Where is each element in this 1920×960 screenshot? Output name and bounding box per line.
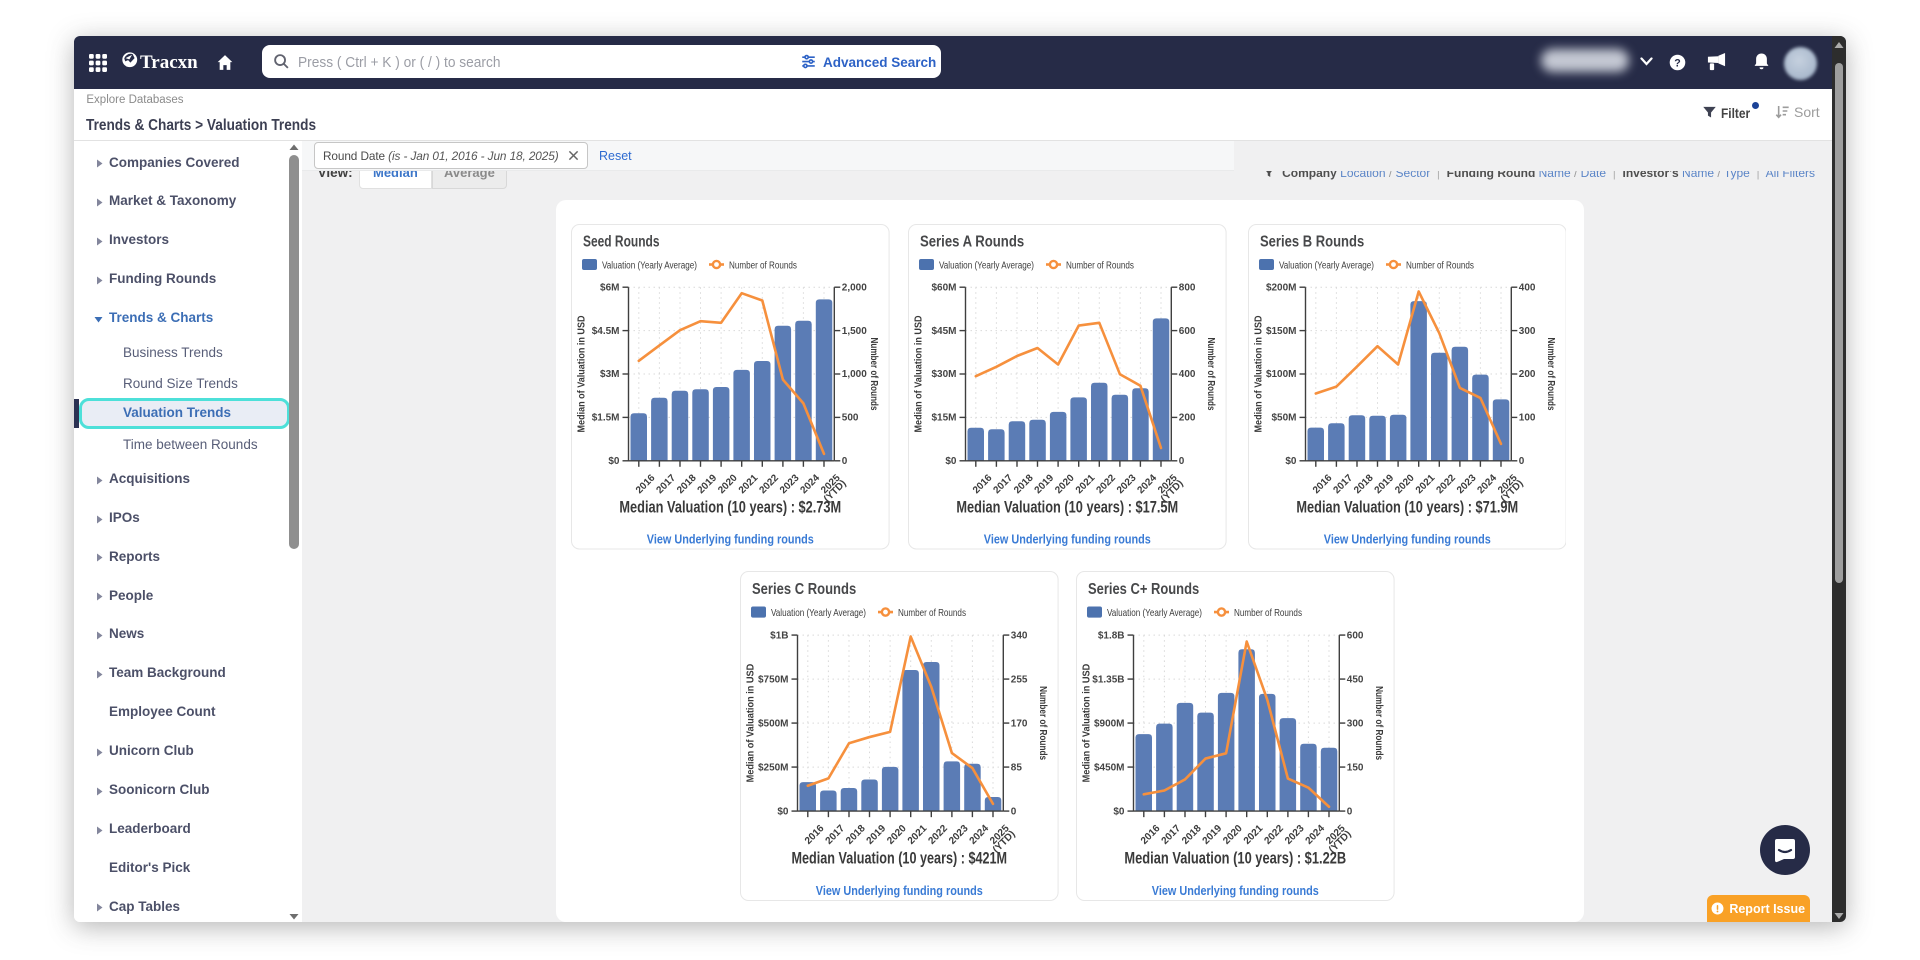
svg-text:$30M: $30M: [932, 369, 957, 380]
svg-text:Number of Rounds: Number of Rounds: [868, 338, 879, 411]
svg-text:Median of Valuation in USD: Median of Valuation in USD: [1082, 664, 1093, 783]
svg-text:View Underlying funding rounds: View Underlying funding rounds: [647, 532, 814, 547]
svg-text:Number of Rounds: Number of Rounds: [1066, 261, 1134, 272]
svg-text:$6M: $6M: [600, 283, 619, 294]
svg-text:1,000: 1,000: [842, 369, 867, 380]
svg-text:Number of Rounds: Number of Rounds: [1234, 608, 1302, 619]
svg-text:500: 500: [842, 413, 859, 424]
svg-text:0: 0: [1518, 456, 1524, 467]
svg-text:Median of Valuation in USD: Median of Valuation in USD: [577, 316, 588, 433]
svg-text:400: 400: [1179, 369, 1196, 380]
svg-text:Number of Rounds: Number of Rounds: [729, 261, 797, 272]
svg-text:$15M: $15M: [932, 413, 957, 424]
svg-text:100: 100: [1518, 413, 1535, 424]
svg-text:400: 400: [1518, 283, 1535, 294]
svg-text:340: 340: [1011, 630, 1028, 641]
svg-text:Number of Rounds: Number of Rounds: [1037, 686, 1048, 760]
svg-text:$0: $0: [946, 456, 958, 467]
svg-text:$1B: $1B: [770, 630, 788, 641]
svg-text:1,500: 1,500: [842, 326, 867, 337]
svg-text:Number of Rounds: Number of Rounds: [898, 608, 966, 619]
svg-text:Median of Valuation in USD: Median of Valuation in USD: [746, 664, 757, 783]
svg-text:255: 255: [1011, 674, 1028, 685]
svg-text:$500M: $500M: [758, 718, 789, 729]
svg-text:Valuation (Yearly Average): Valuation (Yearly Average): [771, 608, 866, 619]
svg-text:Number of Rounds: Number of Rounds: [1205, 338, 1216, 411]
svg-text:$1.35B: $1.35B: [1093, 674, 1125, 685]
svg-text:$0: $0: [778, 806, 790, 817]
svg-text:Median of Valuation in USD: Median of Valuation in USD: [914, 316, 925, 433]
svg-text:200: 200: [1179, 413, 1196, 424]
svg-text:600: 600: [1179, 326, 1196, 337]
svg-text:0: 0: [842, 456, 848, 467]
svg-text:$50M: $50M: [1271, 413, 1296, 424]
svg-text:Median Valuation (10 years) :: Median Valuation (10 years) : $1.22B: [1125, 848, 1347, 867]
svg-text:450: 450: [1347, 674, 1364, 685]
svg-text:$45M: $45M: [932, 326, 957, 337]
svg-text:0: 0: [1011, 806, 1017, 817]
svg-text:170: 170: [1011, 718, 1028, 729]
svg-text:$250M: $250M: [758, 762, 789, 773]
svg-text:Valuation (Yearly Average): Valuation (Yearly Average): [1107, 608, 1202, 619]
svg-text:?: ?: [1674, 57, 1680, 69]
svg-text:$0: $0: [1285, 456, 1297, 467]
svg-text:Median Valuation (10 years) :: Median Valuation (10 years) : $2.73M: [620, 499, 842, 517]
svg-text:Number of Rounds: Number of Rounds: [1373, 686, 1384, 760]
svg-text:Valuation (Yearly Average): Valuation (Yearly Average): [1278, 261, 1373, 272]
svg-text:$900M: $900M: [1094, 718, 1125, 729]
svg-text:$0: $0: [1114, 806, 1126, 817]
svg-text:$1.5M: $1.5M: [592, 413, 620, 424]
svg-text:600: 600: [1347, 630, 1364, 641]
svg-text:View Underlying funding rounds: View Underlying funding rounds: [1152, 883, 1319, 898]
svg-text:Series C+ Rounds: Series C+ Rounds: [1088, 581, 1199, 598]
svg-text:$100M: $100M: [1265, 369, 1296, 380]
svg-text:$1.8B: $1.8B: [1098, 630, 1125, 641]
svg-text:$60M: $60M: [932, 283, 957, 294]
svg-text:$450M: $450M: [1094, 762, 1125, 773]
svg-text:200: 200: [1518, 369, 1535, 380]
svg-text:Median of Valuation in USD: Median of Valuation in USD: [1253, 316, 1264, 433]
svg-text:Valuation (Yearly Average): Valuation (Yearly Average): [602, 261, 697, 272]
svg-text:$200M: $200M: [1265, 283, 1296, 294]
svg-text:$4.5M: $4.5M: [592, 326, 620, 337]
svg-text:$3M: $3M: [600, 369, 619, 380]
svg-text:View Underlying funding rounds: View Underlying funding rounds: [984, 532, 1151, 547]
svg-text:300: 300: [1518, 326, 1535, 337]
svg-text:Series A Rounds: Series A Rounds: [920, 234, 1024, 251]
svg-text:Median Valuation (10 years) :: Median Valuation (10 years) : $421M: [792, 848, 1008, 867]
svg-text:2,000: 2,000: [842, 283, 867, 294]
svg-text:Series C Rounds: Series C Rounds: [752, 581, 856, 598]
svg-text:Series B Rounds: Series B Rounds: [1259, 234, 1363, 251]
svg-text:Valuation (Yearly Average): Valuation (Yearly Average): [939, 261, 1034, 272]
svg-text:Number of Rounds: Number of Rounds: [1405, 261, 1473, 272]
svg-text:0: 0: [1347, 806, 1353, 817]
svg-text:$750M: $750M: [758, 674, 789, 685]
svg-text:Number of Rounds: Number of Rounds: [1544, 338, 1555, 411]
svg-text:View Underlying funding rounds: View Underlying funding rounds: [1323, 532, 1490, 547]
svg-text:Median Valuation (10 years) :: Median Valuation (10 years) : $71.9M: [1296, 499, 1518, 517]
svg-text:Median Valuation (10 years) :: Median Valuation (10 years) : $17.5M: [957, 499, 1179, 517]
svg-text:800: 800: [1179, 283, 1196, 294]
svg-text:$150M: $150M: [1265, 326, 1296, 337]
svg-text:0: 0: [1179, 456, 1185, 467]
svg-text:85: 85: [1011, 762, 1023, 773]
svg-text:150: 150: [1347, 762, 1364, 773]
svg-text:Seed Rounds: Seed Rounds: [583, 234, 659, 251]
svg-text:300: 300: [1347, 718, 1364, 729]
svg-text:$0: $0: [609, 456, 621, 467]
svg-text:View Underlying funding rounds: View Underlying funding rounds: [816, 883, 983, 898]
